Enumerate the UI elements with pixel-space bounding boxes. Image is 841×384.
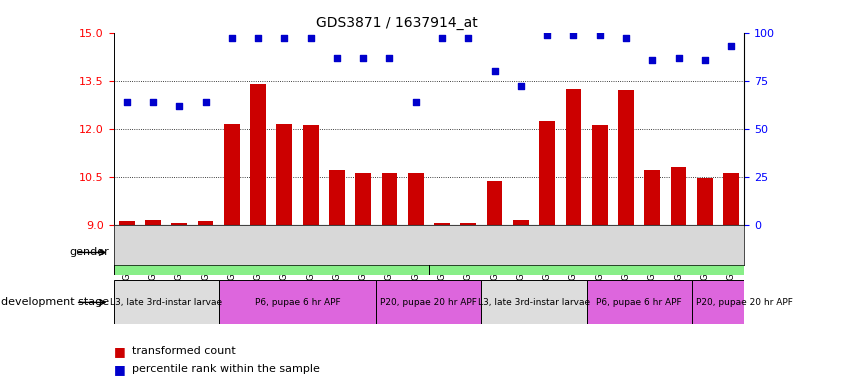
Point	[120, 99, 134, 105]
Text: ■: ■	[114, 363, 125, 376]
Point	[198, 99, 212, 105]
Bar	[618, 90, 634, 225]
Bar	[219, 280, 377, 324]
Text: P6, pupae 6 hr APF: P6, pupae 6 hr APF	[596, 298, 682, 307]
Point	[357, 55, 370, 61]
Bar	[251, 84, 266, 225]
Text: transformed count: transformed count	[132, 346, 235, 356]
Bar	[114, 230, 429, 275]
Bar	[377, 280, 481, 324]
Bar	[670, 167, 686, 225]
Point	[646, 56, 659, 63]
Point	[331, 55, 344, 61]
Point	[172, 103, 186, 109]
Point	[698, 56, 711, 63]
Point	[724, 43, 738, 49]
Bar	[565, 89, 581, 225]
Text: ■: ■	[114, 345, 125, 358]
Point	[541, 31, 554, 38]
Point	[146, 99, 160, 105]
Point	[488, 68, 501, 74]
Bar	[355, 174, 371, 225]
Point	[593, 31, 606, 38]
Bar	[539, 121, 555, 225]
Bar	[303, 126, 319, 225]
Bar	[592, 126, 607, 225]
Text: P20, pupae 20 hr APF: P20, pupae 20 hr APF	[696, 298, 793, 307]
Bar	[434, 223, 450, 225]
Title: GDS3871 / 1637914_at: GDS3871 / 1637914_at	[316, 16, 479, 30]
Bar	[487, 182, 502, 225]
Point	[225, 35, 239, 41]
Bar	[382, 174, 397, 225]
Bar	[224, 124, 240, 225]
Point	[672, 55, 685, 61]
Text: development stage: development stage	[1, 297, 109, 308]
Bar	[723, 174, 739, 225]
Bar	[461, 223, 476, 225]
Point	[409, 99, 422, 105]
Point	[304, 35, 317, 41]
Bar	[513, 220, 529, 225]
Text: P6, pupae 6 hr APF: P6, pupae 6 hr APF	[255, 298, 341, 307]
Point	[251, 35, 265, 41]
Bar	[408, 174, 424, 225]
Text: L3, late 3rd-instar larvae: L3, late 3rd-instar larvae	[478, 298, 590, 307]
Bar	[691, 280, 796, 324]
Bar	[481, 280, 587, 324]
Bar	[644, 170, 660, 225]
Bar	[114, 280, 219, 324]
Bar	[329, 170, 345, 225]
Point	[514, 83, 527, 89]
Point	[567, 31, 580, 38]
Text: male: male	[256, 246, 287, 259]
Bar	[586, 280, 691, 324]
Point	[462, 35, 475, 41]
Bar	[119, 222, 135, 225]
Bar	[172, 223, 187, 225]
Point	[436, 35, 449, 41]
Text: L3, late 3rd-instar larvae: L3, late 3rd-instar larvae	[110, 298, 222, 307]
Bar	[429, 230, 744, 275]
Bar	[277, 124, 293, 225]
Text: P20, pupae 20 hr APF: P20, pupae 20 hr APF	[380, 298, 478, 307]
Point	[619, 35, 632, 41]
Text: female: female	[565, 246, 608, 259]
Bar	[697, 178, 713, 225]
Text: percentile rank within the sample: percentile rank within the sample	[132, 364, 320, 374]
Point	[383, 55, 396, 61]
Text: gender: gender	[70, 247, 109, 258]
Point	[278, 35, 291, 41]
Bar	[198, 222, 214, 225]
Bar	[145, 220, 161, 225]
